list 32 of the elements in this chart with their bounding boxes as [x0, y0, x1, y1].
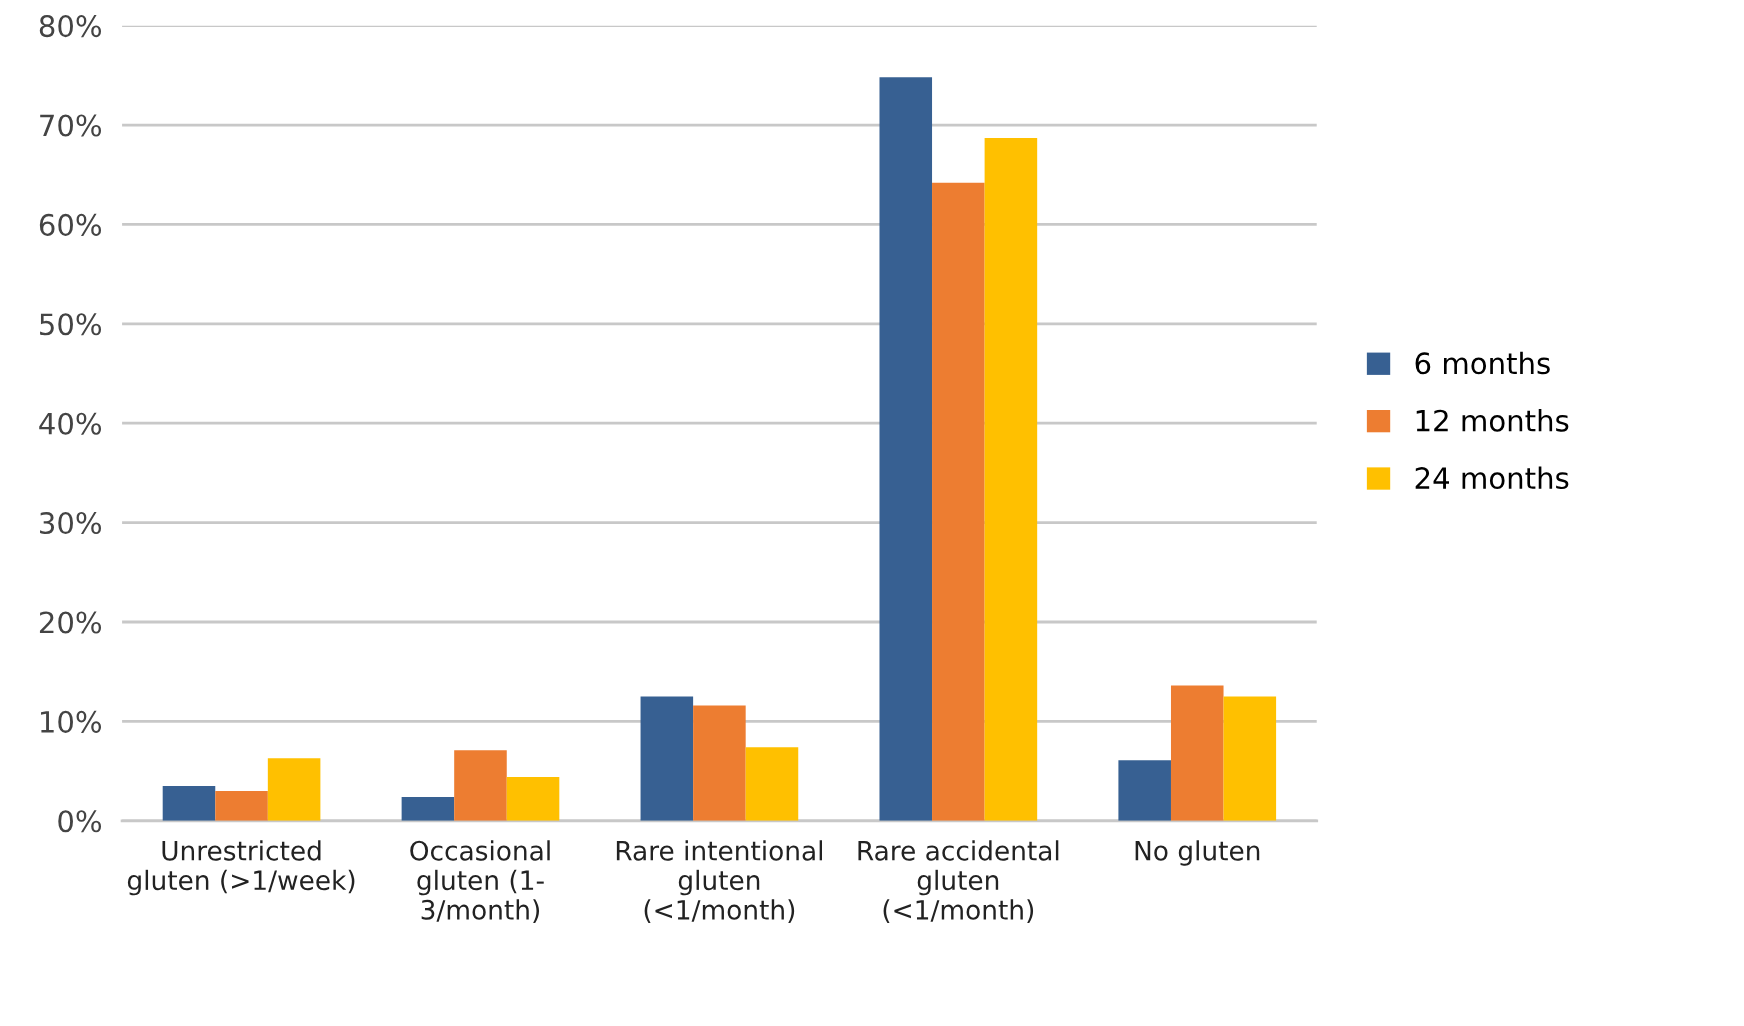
bar: [745, 747, 799, 821]
bar: [267, 758, 321, 821]
y-tick-label: 80%: [39, 15, 102, 38]
x-tick-label: No gluten: [1135, 840, 1260, 866]
bar: [1118, 760, 1171, 821]
bar: [401, 796, 455, 821]
x-tick-label: Rare accidental gluten (<1/month): [858, 840, 1059, 923]
bar: [879, 77, 933, 821]
x-tick-label: Unrestricted gluten (>1/week): [127, 840, 355, 896]
y-tick-label: 30%: [40, 512, 102, 535]
bar: [215, 790, 268, 821]
legend-label: 12 months: [1416, 409, 1569, 432]
bar: [640, 696, 694, 821]
bar: [932, 182, 985, 821]
bar: [506, 777, 560, 821]
y-tick-label: 50%: [40, 313, 102, 336]
x-tick-label: Occasional gluten (1- 3/month): [410, 840, 550, 923]
y-tick-label: 20%: [39, 611, 102, 634]
y-tick-label: 10%: [41, 710, 102, 733]
bar: [162, 786, 216, 821]
bar: [1170, 685, 1224, 821]
y-tick-label: 0%: [58, 810, 102, 833]
bar: [1223, 696, 1277, 821]
y-tick-label: 60%: [39, 213, 102, 236]
legend-label: 6 months: [1415, 351, 1550, 375]
legend-label: 24 months: [1415, 466, 1569, 490]
bar: [984, 137, 1038, 821]
bar: [693, 705, 746, 821]
bar: [454, 750, 507, 821]
y-tick-label: 70%: [40, 114, 102, 137]
y-tick-label: 40%: [39, 412, 102, 435]
x-tick-label: Rare intentional gluten (<1/month): [616, 840, 823, 923]
